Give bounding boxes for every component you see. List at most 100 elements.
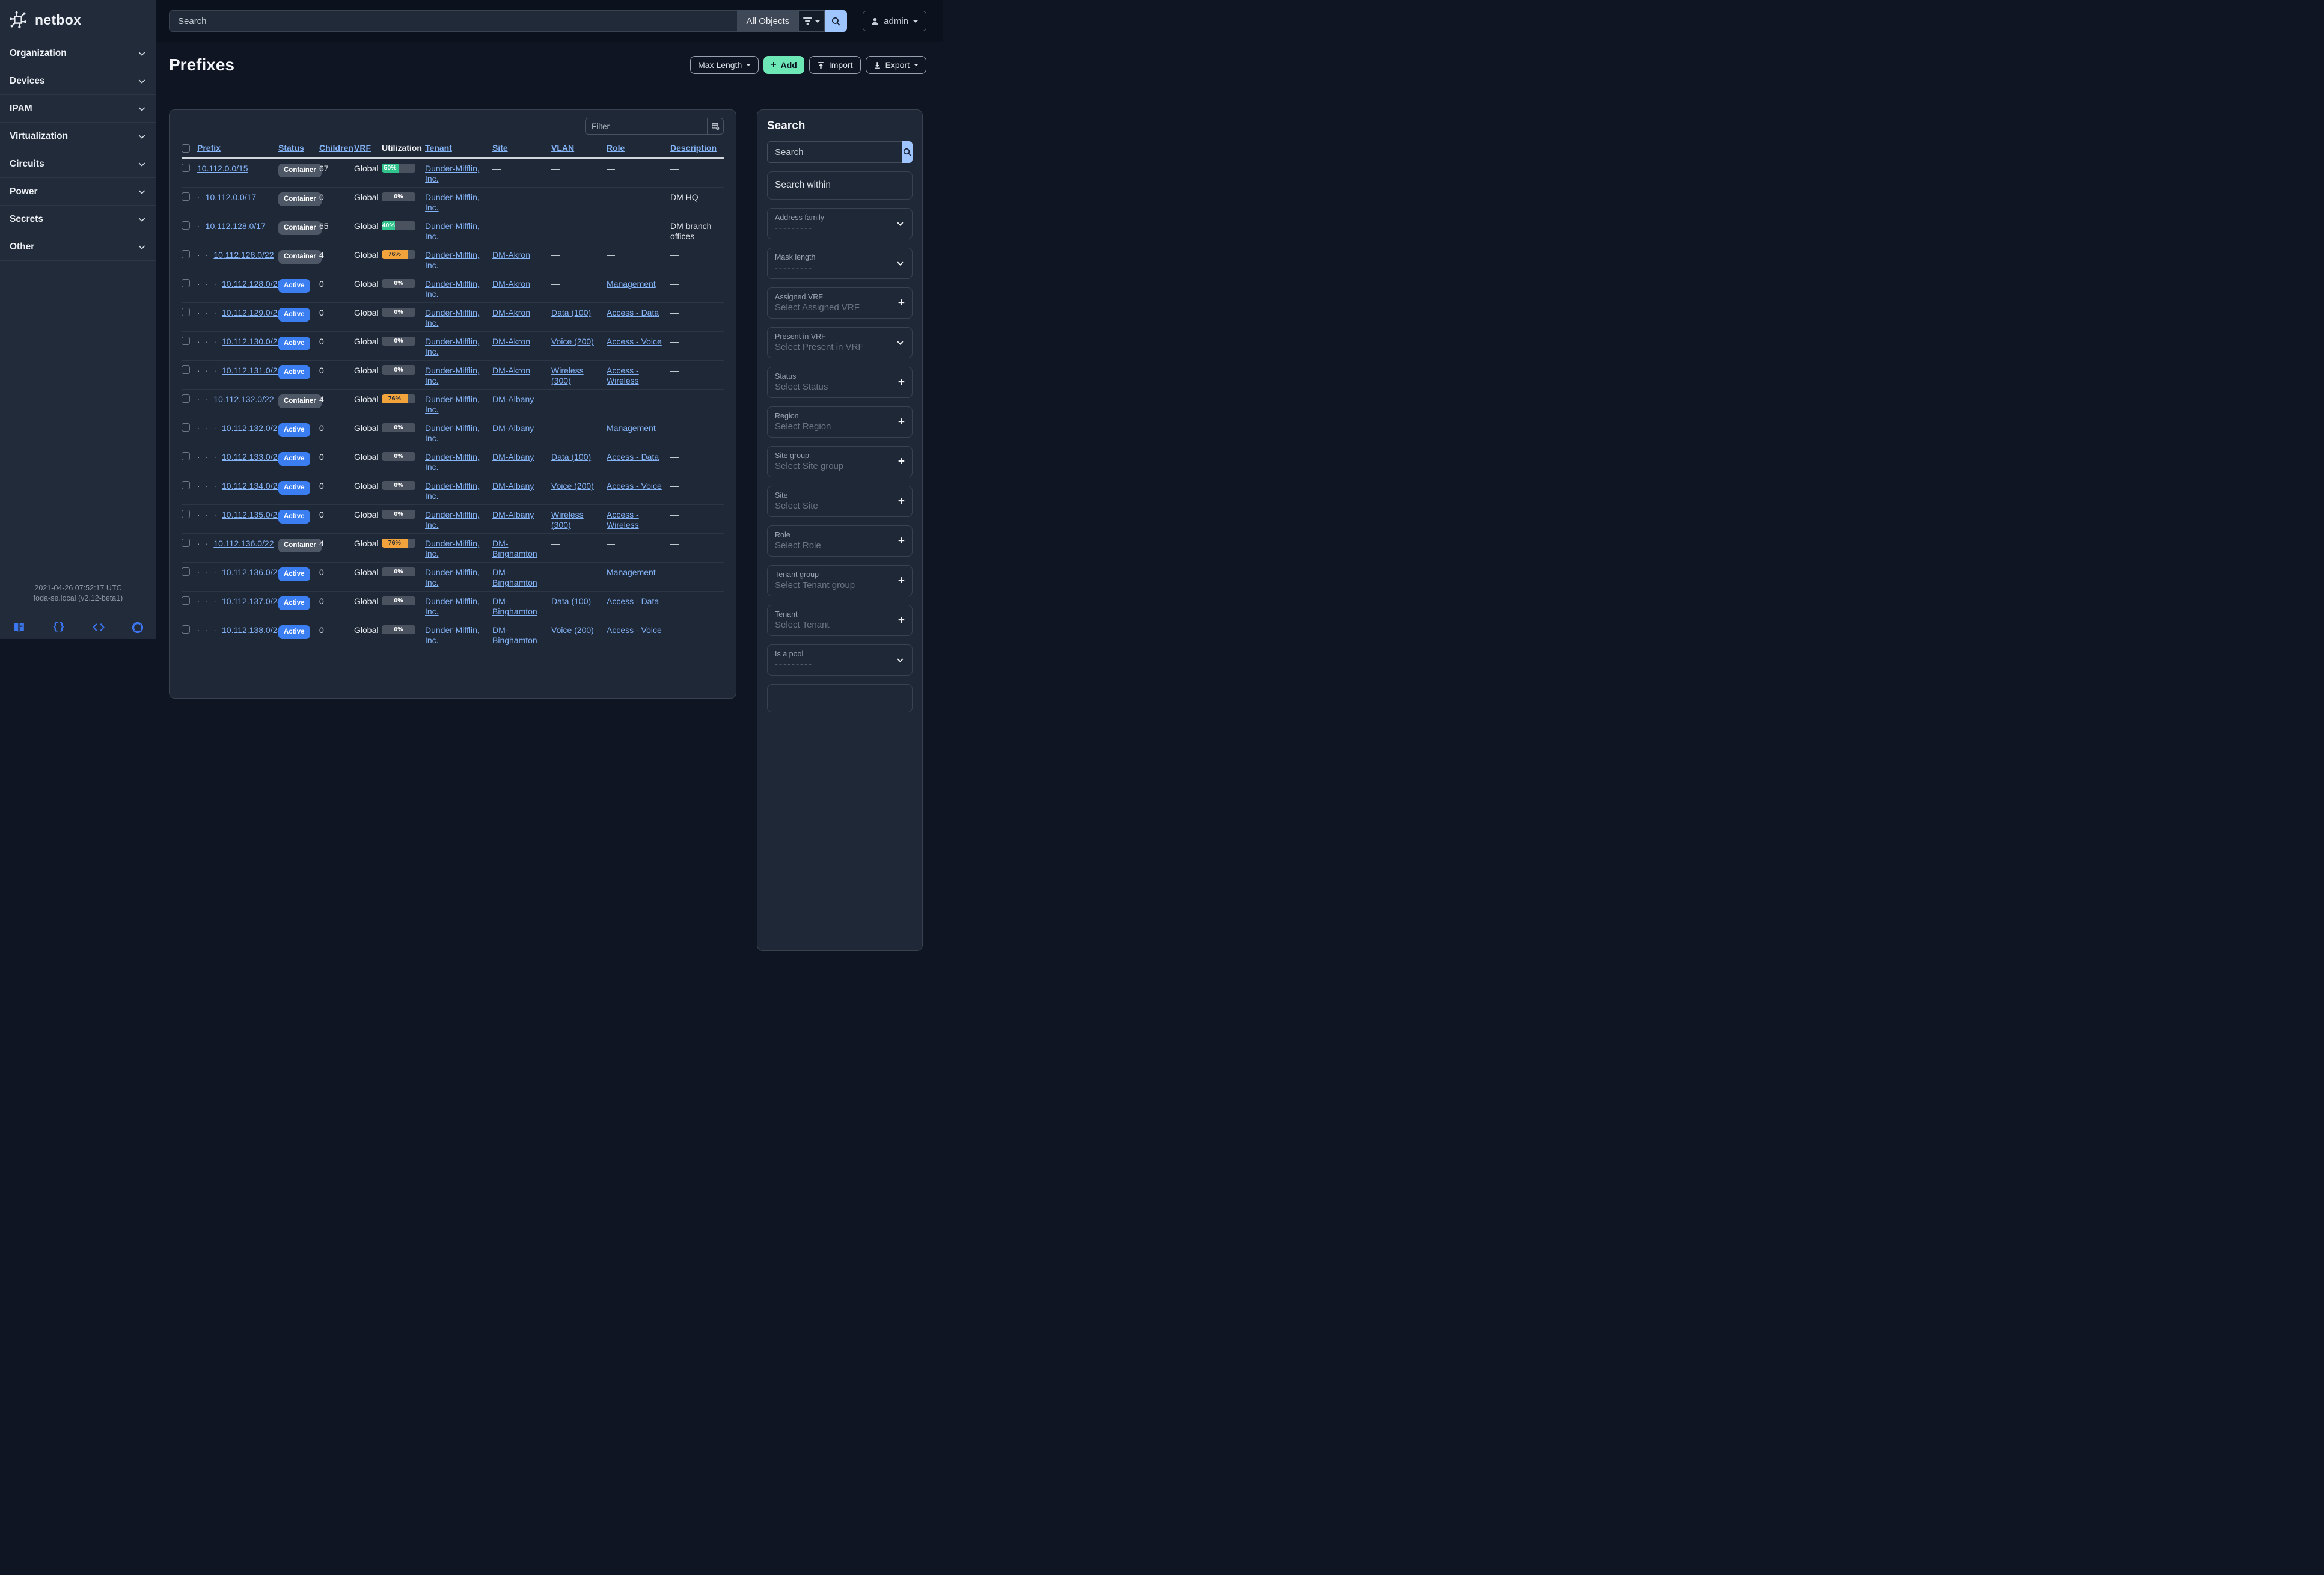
filter-field-assigned-vrf[interactable]: Assigned VRF Select Assigned VRF + [767,287,913,319]
sidebar-item-devices[interactable]: Devices [0,67,156,95]
user-menu-button[interactable]: admin [863,11,926,31]
prefix-link[interactable]: 10.112.132.0/28 [222,423,283,433]
tenant-link[interactable]: Dunder-Mifflin, Inc. [425,625,480,645]
prefix-link[interactable]: 10.112.129.0/24 [222,308,283,317]
braces-icon[interactable]: {} [52,622,65,633]
vlan-link[interactable]: Wireless (300) [551,510,584,530]
brand-logo[interactable]: netbox [0,0,156,40]
sidebar-item-organization[interactable]: Organization [0,40,156,67]
tenant-link[interactable]: Dunder-Mifflin, Inc. [425,539,480,558]
plus-icon[interactable]: + [897,574,905,587]
row-select[interactable] [182,221,197,230]
import-button[interactable]: Import [809,56,861,74]
checkbox[interactable] [182,423,190,432]
tenant-link[interactable]: Dunder-Mifflin, Inc. [425,164,480,183]
vlan-link[interactable]: Data (100) [551,452,592,462]
prefix-link[interactable]: 10.112.130.0/24 [222,337,283,346]
vlan-link[interactable]: Data (100) [551,596,592,606]
plus-icon[interactable]: + [897,376,905,389]
column-header-prefix[interactable]: Prefix [197,143,221,153]
plus-icon[interactable]: + [897,495,905,508]
filter-field-role[interactable]: Role Select Role + [767,525,913,557]
row-select[interactable] [182,481,197,489]
role-link[interactable]: Management [607,567,656,577]
site-link[interactable]: DM-Akron [492,250,531,260]
vlan-link[interactable]: Voice (200) [551,337,594,346]
tenant-link[interactable]: Dunder-Mifflin, Inc. [425,308,480,328]
filter-field-tenant[interactable]: Tenant Select Tenant + [767,605,913,636]
site-link[interactable]: DM-Albany [492,452,534,462]
prefix-link[interactable]: 10.112.131.0/24 [222,365,283,375]
tenant-link[interactable]: Dunder-Mifflin, Inc. [425,567,480,587]
vlan-link[interactable]: Voice (200) [551,481,594,491]
prefix-link[interactable]: 10.112.135.0/24 [222,510,283,519]
prefix-link[interactable]: 10.112.0.0/17 [205,192,257,202]
checkbox[interactable] [182,279,190,287]
filters-search-input[interactable] [767,141,902,163]
tenant-link[interactable]: Dunder-Mifflin, Inc. [425,337,480,356]
site-link[interactable]: DM-Albany [492,423,534,433]
row-select[interactable] [182,365,197,374]
filter-field-site-group[interactable]: Site group Select Site group + [767,446,913,477]
site-link[interactable]: DM-Akron [492,308,531,317]
filter-field-mask-length[interactable]: Mask length --------- [767,248,913,279]
column-header-tenant[interactable]: Tenant [425,143,452,153]
prefix-link[interactable]: 10.112.0.0/15 [197,164,248,173]
chevron-down-icon[interactable] [896,219,905,228]
filter-field-is-a-pool[interactable]: Is a pool --------- [767,644,913,676]
sidebar-item-power[interactable]: Power [0,178,156,206]
role-link[interactable]: Access - Voice [607,625,662,635]
filter-field-region[interactable]: Region Select Region + [767,406,913,438]
plus-icon[interactable]: + [897,415,905,429]
tenant-link[interactable]: Dunder-Mifflin, Inc. [425,365,480,385]
prefix-link[interactable]: 10.112.128.0/28 [222,279,283,289]
sidebar-item-secrets[interactable]: Secrets [0,206,156,233]
prefix-link[interactable]: 10.112.132.0/22 [213,394,274,404]
column-header-vrf[interactable]: VRF [354,143,371,153]
tenant-link[interactable]: Dunder-Mifflin, Inc. [425,596,480,616]
export-button[interactable]: Export [865,56,926,74]
filters-search-button[interactable] [902,141,913,163]
global-search-button[interactable] [825,10,848,32]
plus-icon[interactable]: + [897,534,905,548]
prefix-link[interactable]: 10.112.136.0/22 [213,539,274,548]
global-search-input[interactable] [169,10,738,32]
row-select[interactable] [182,539,197,547]
column-header-description[interactable]: Description [670,143,717,153]
site-link[interactable]: DM-Binghamton [492,539,537,558]
site-link[interactable]: DM-Albany [492,510,534,519]
chevron-down-icon[interactable] [896,259,905,268]
plus-icon[interactable]: + [897,296,905,310]
vlan-link[interactable]: Data (100) [551,308,592,317]
tenant-link[interactable]: Dunder-Mifflin, Inc. [425,192,480,212]
chevron-down-icon[interactable] [896,656,905,665]
role-link[interactable]: Access - Wireless [607,510,639,530]
max-length-button[interactable]: Max Length [690,56,759,74]
code-icon[interactable] [93,622,105,633]
site-link[interactable]: DM-Binghamton [492,625,537,645]
filter-field-status[interactable]: Status Select Status + [767,367,913,398]
add-button[interactable]: + Add [763,56,804,74]
prefix-link[interactable]: 10.112.128.0/17 [205,221,266,231]
tenant-link[interactable]: Dunder-Mifflin, Inc. [425,452,480,472]
chevron-down-icon[interactable] [896,338,905,347]
book-icon[interactable] [13,622,25,633]
checkbox[interactable] [182,365,190,374]
site-link[interactable]: DM-Binghamton [492,596,537,616]
role-link[interactable]: Access - Data [607,452,659,462]
row-select[interactable] [182,625,197,634]
checkbox[interactable] [182,192,190,201]
tenant-link[interactable]: Dunder-Mifflin, Inc. [425,250,480,270]
checkbox[interactable] [182,625,190,634]
vlan-link[interactable]: Wireless (300) [551,365,584,385]
role-link[interactable]: Access - Voice [607,337,662,346]
checkbox[interactable] [182,510,190,518]
prefix-link[interactable]: 10.112.137.0/24 [222,596,283,606]
filter-field-tenant-group[interactable]: Tenant group Select Tenant group + [767,565,913,596]
column-header-children[interactable]: Children [319,143,353,153]
tenant-link[interactable]: Dunder-Mifflin, Inc. [425,481,480,501]
row-select[interactable] [182,596,197,605]
filter-field-site[interactable]: Site Select Site + [767,486,913,517]
role-link[interactable]: Access - Data [607,308,659,317]
table-filter-input[interactable] [585,118,707,135]
